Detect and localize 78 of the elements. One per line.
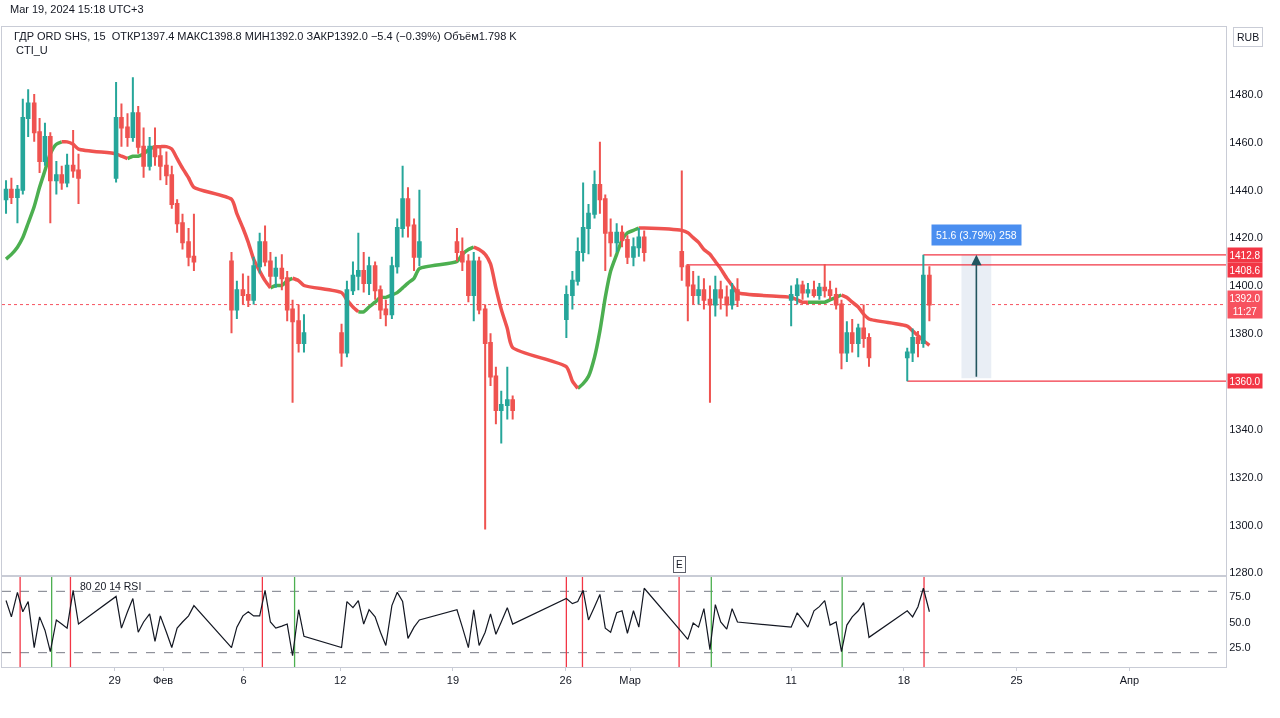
data-label: 1360.0 (1229, 375, 1261, 387)
candlestick (794, 277, 800, 306)
y-tick-label: 25.0 (1229, 641, 1251, 654)
data-label: 1412.8 (1229, 249, 1261, 261)
y-tick-label: 1460.0 (1229, 135, 1263, 148)
text: CTI_U (16, 44, 48, 56)
candlestick (822, 262, 828, 299)
candlestick (417, 188, 422, 268)
x-tick-label: 29 (108, 674, 121, 687)
candlestick (113, 81, 119, 184)
y-tick-label: 1380.0 (1229, 327, 1263, 340)
y-tick-label: 1280.0 (1229, 566, 1263, 579)
x-tick-label: Мар (619, 674, 641, 687)
candlestick (701, 277, 707, 311)
candlestick (234, 279, 240, 320)
candlestick (130, 76, 136, 143)
ref-line-label: 1392.0 11:27 (1229, 292, 1261, 317)
y-tick-label: 1300.0 (1229, 518, 1263, 531)
candlestick (927, 265, 932, 323)
candlestick (811, 279, 817, 299)
candlestick (245, 274, 251, 308)
x-tick-label: Апр (1119, 674, 1140, 687)
candlestick (301, 313, 307, 354)
x-tick-label: 12 (334, 674, 347, 687)
candlestick (817, 282, 822, 301)
candlestick (921, 253, 926, 349)
candlestick (849, 317, 855, 354)
candlestick (54, 160, 59, 196)
candlestick (64, 152, 70, 189)
candlestick (800, 279, 805, 301)
candlestick (471, 250, 477, 323)
candlestick (147, 136, 152, 172)
candlestick (9, 176, 14, 206)
candlestick (855, 322, 861, 359)
candlestick (788, 284, 794, 328)
y-tick-label: 1320.0 (1229, 470, 1263, 483)
candlestick (641, 229, 647, 263)
annotation: E (676, 559, 683, 570)
x-tick-label: Фев (152, 674, 174, 687)
x-tick-label: 18 (897, 674, 911, 687)
candlestick (411, 217, 417, 273)
y-tick-label: 1340.0 (1229, 422, 1263, 435)
candlestick (696, 274, 701, 306)
y-tick-label: 50.0 (1229, 615, 1251, 628)
candlestick (59, 164, 65, 191)
candlestick (805, 282, 811, 299)
candlestick (339, 322, 344, 368)
x-tick-label: 26 (559, 674, 572, 687)
candlestick (844, 320, 850, 364)
candlestick (366, 255, 372, 297)
text: Mar 19, 2024 15:18 UTC+3 (10, 3, 144, 15)
candlestick (405, 186, 411, 239)
data-label: 1408.6 (1229, 264, 1261, 276)
candlestick (729, 282, 735, 311)
data-label: 51.6 (3.79%) 258 (936, 229, 1017, 241)
candlestick (713, 274, 718, 318)
chart-title: 80 20 14 RSI (80, 580, 142, 592)
candlestick (707, 284, 713, 404)
candlestick (614, 222, 619, 253)
candlestick (42, 121, 48, 167)
candlestick (3, 179, 9, 215)
y-tick-label: 1480.0 (1229, 87, 1263, 100)
candlestick (510, 394, 515, 421)
candlestick (229, 250, 234, 335)
y-tick-label: 1440.0 (1229, 183, 1263, 196)
x-tick-label: 19 (446, 674, 460, 687)
candlestick (273, 255, 279, 289)
y-tick-label: 1420.0 (1229, 231, 1263, 244)
x-tick-label: 25 (1010, 674, 1023, 687)
candlestick (361, 250, 367, 294)
y-axis-title: RUB (1237, 31, 1260, 43)
y-tick-label: 75.0 (1229, 590, 1251, 603)
x-tick-label: 11 (785, 674, 797, 687)
chart-title: ГДР ORD SHS, 15 ОТКР1397.4 МАКС1398.8 МИН1392.0 ЗАКР1392.0 −5.4 (−0.39%) Объём1.798 K (14, 29, 518, 42)
candlestick (344, 279, 350, 359)
candlestick (48, 131, 53, 225)
y-tick-label: 1400.0 (1229, 279, 1263, 292)
x-tick-label: 6 (240, 674, 247, 687)
